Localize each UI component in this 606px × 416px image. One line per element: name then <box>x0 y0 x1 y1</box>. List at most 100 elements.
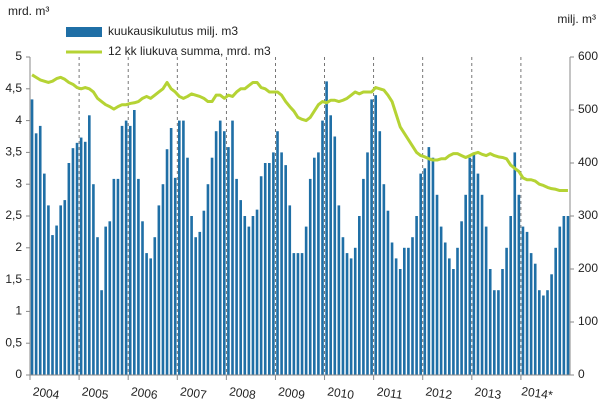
bar <box>100 290 103 375</box>
x-tick-label: 2013 <box>474 384 503 402</box>
bar <box>448 258 451 375</box>
bar <box>259 176 263 375</box>
bar <box>128 125 132 376</box>
bar <box>231 120 234 375</box>
bar <box>161 184 165 375</box>
bar <box>300 253 304 375</box>
bar <box>325 81 328 375</box>
bar <box>96 237 99 375</box>
bar <box>104 226 107 375</box>
bar <box>210 157 214 375</box>
bar <box>456 247 459 375</box>
bar <box>169 128 173 375</box>
bar <box>153 237 157 375</box>
bar <box>43 173 46 375</box>
bar <box>83 141 87 375</box>
y-tick-label: 1,5 <box>5 272 22 286</box>
bar <box>423 168 427 375</box>
bar <box>255 209 259 375</box>
x-tick-label: 2007 <box>179 384 208 402</box>
bar <box>79 137 83 375</box>
y-tick-label: 2,5 <box>5 208 22 222</box>
bar <box>329 115 332 376</box>
bar <box>251 216 255 375</box>
bar <box>525 231 529 375</box>
bar <box>296 253 300 375</box>
bar <box>194 237 197 375</box>
bar <box>292 253 296 375</box>
x-tick-label: 2008 <box>228 384 257 402</box>
bar <box>108 221 112 375</box>
y2-tick-label: 200 <box>578 261 598 275</box>
line <box>31 73 568 193</box>
bar <box>484 226 488 375</box>
bar <box>390 242 394 375</box>
bar <box>501 269 504 375</box>
bar <box>124 120 128 375</box>
bar <box>178 120 181 375</box>
bar <box>75 142 79 375</box>
bar <box>235 178 238 375</box>
bar <box>349 258 353 375</box>
y-tick-label: 5 <box>15 49 22 63</box>
bar <box>173 177 177 375</box>
y-axis-label: mrd. m³ <box>8 4 49 18</box>
bar <box>431 157 435 375</box>
bar <box>247 226 251 375</box>
bar <box>34 133 38 375</box>
bar <box>71 148 75 375</box>
bar <box>198 231 202 375</box>
bar <box>386 210 390 375</box>
bar <box>317 152 320 375</box>
x-tick-label: 2011 <box>376 384 404 402</box>
x-tick-label: 2004 <box>32 384 61 402</box>
bar <box>51 235 54 375</box>
bar <box>313 157 316 375</box>
bar <box>268 163 271 375</box>
x-tick-label: 2009 <box>277 384 306 402</box>
bar <box>562 216 566 375</box>
bar <box>505 247 508 375</box>
y-tick-label: 4 <box>15 113 22 127</box>
bar <box>202 210 206 375</box>
bar <box>480 194 484 375</box>
legend-swatch <box>66 27 102 37</box>
bar <box>533 263 537 375</box>
bar <box>435 194 439 375</box>
bar <box>345 253 349 375</box>
bar <box>304 226 308 375</box>
bar <box>333 136 337 375</box>
bar <box>137 178 140 375</box>
bar <box>353 247 357 375</box>
bar <box>63 200 67 375</box>
bar <box>190 216 193 375</box>
bar <box>186 157 189 375</box>
bar <box>468 157 472 375</box>
bar <box>308 178 312 375</box>
bar <box>542 295 545 375</box>
bar <box>411 237 414 375</box>
bar <box>398 269 402 375</box>
bar <box>223 131 226 375</box>
bar <box>337 205 341 375</box>
y2-tick-label: 600 <box>578 49 598 63</box>
bar <box>145 253 148 375</box>
bar <box>452 269 455 375</box>
y2-tick-label: 500 <box>578 102 598 116</box>
bar <box>47 205 50 375</box>
bar <box>443 242 447 375</box>
bar <box>227 147 230 375</box>
bar <box>558 226 562 375</box>
y-tick-label: 2 <box>15 240 22 254</box>
y-tick-label: 0 <box>15 367 22 381</box>
x-tick-label: 2012 <box>425 384 454 402</box>
bar <box>370 99 373 376</box>
y2-tick-label: 100 <box>578 314 598 328</box>
bar <box>165 149 169 375</box>
y-tick-label: 0,5 <box>5 335 22 349</box>
bar <box>488 269 492 375</box>
bar <box>157 205 161 375</box>
bar <box>67 163 71 375</box>
x-tick-label: 2006 <box>130 384 159 402</box>
bar <box>566 216 570 375</box>
